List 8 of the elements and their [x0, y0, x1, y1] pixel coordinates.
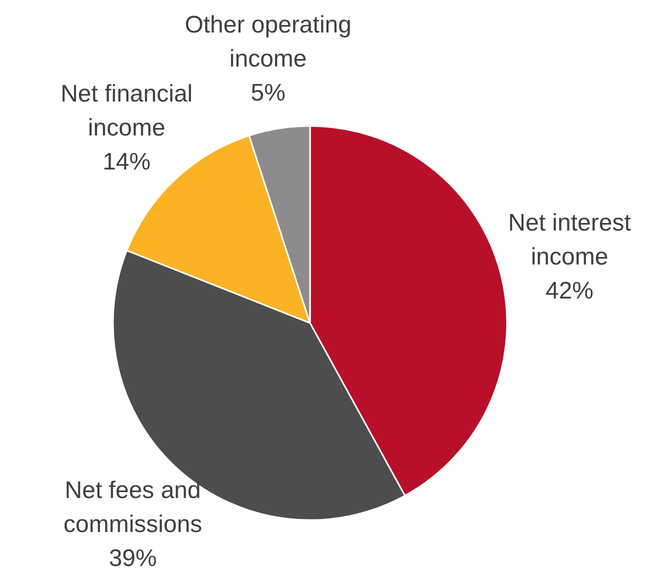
slice-label: Net interest income [508, 208, 632, 270]
slice-label: Net fees and commissions [63, 476, 202, 538]
data-label: 14% [102, 148, 151, 176]
slice-label: Net financial income [60, 80, 193, 142]
data-label: 39% [108, 544, 157, 572]
data-label: 42% [545, 276, 594, 304]
slice-label: Other operating income [184, 10, 352, 72]
data-label: 5% [250, 78, 286, 106]
